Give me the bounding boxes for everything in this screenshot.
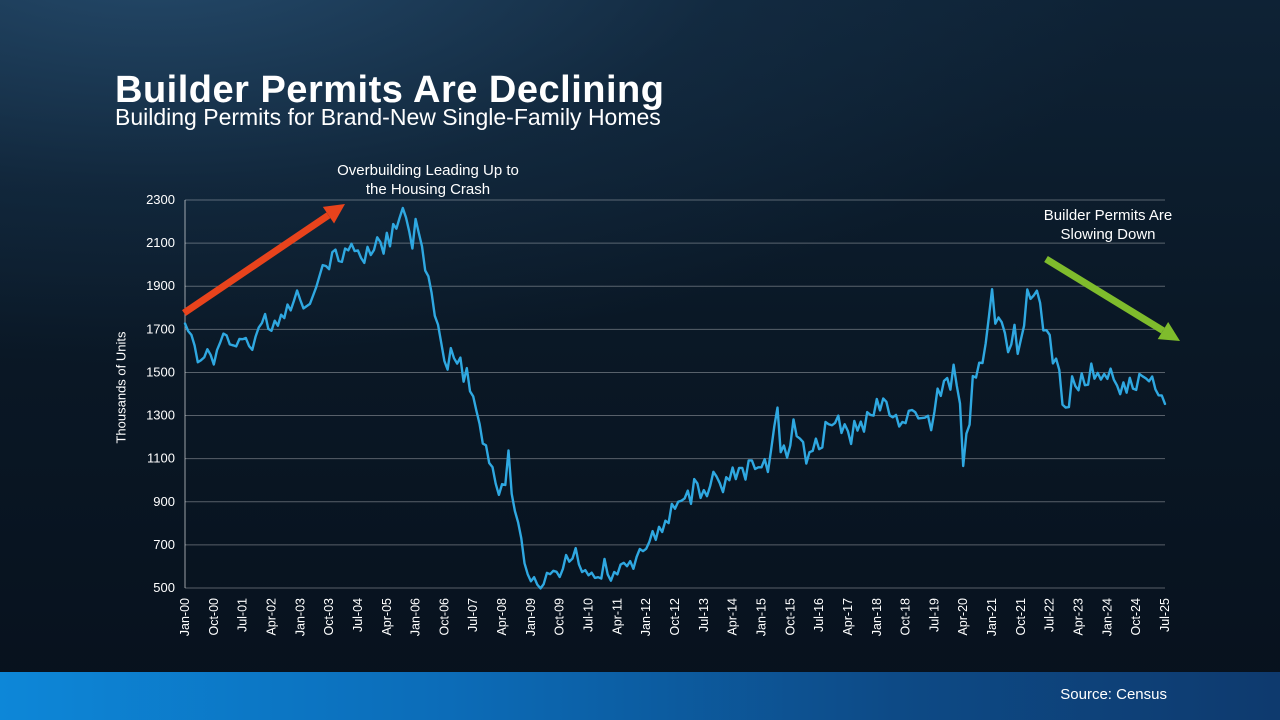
slowing-arrow-icon — [1044, 256, 1180, 341]
x-tick-label: Jan-09 — [524, 598, 538, 636]
x-tick-label: Jul-07 — [466, 598, 480, 632]
y-tick-label: 700 — [153, 537, 175, 552]
annotation-overbuilding: Overbuilding Leading Up to the Housing C… — [337, 161, 519, 199]
overbuilding-arrow-icon — [182, 204, 345, 316]
y-tick-labels: 500 700 900 1100 1300 1500 1700 1900 2100 2300 — [146, 192, 175, 595]
y-tick-label: 500 — [153, 580, 175, 595]
x-tick-label: Jan-12 — [639, 598, 653, 636]
x-tick-label: Oct-03 — [322, 598, 336, 636]
x-tick-label: Apr-20 — [956, 598, 970, 636]
x-tick-label: Oct-09 — [553, 598, 567, 636]
x-tick-label: Oct-06 — [437, 598, 451, 636]
x-tick-label: Jul-04 — [351, 598, 365, 632]
x-tick-label: Jul-10 — [582, 598, 596, 632]
x-tick-label: Jan-24 — [1100, 598, 1114, 636]
x-tick-label: Jul-16 — [812, 598, 826, 632]
x-tick-label: Jul-19 — [927, 598, 941, 632]
x-tick-label: Jan-15 — [754, 598, 768, 636]
x-tick-label: Jan-06 — [409, 598, 423, 636]
permits-line-chart: 500 700 900 1100 1300 1500 1700 1900 2100 2300 Jan… — [146, 192, 1180, 636]
chart-area: 500 700 900 1100 1300 1500 1700 1900 2100 2300 Jan… — [0, 150, 1280, 670]
y-tick-label: 1900 — [146, 278, 175, 293]
annotation-overbuilding-line1: Overbuilding Leading Up to — [337, 162, 519, 179]
x-tick-label: Jul-22 — [1043, 598, 1057, 632]
x-tick-label: Apr-11 — [610, 598, 624, 635]
x-tick-label: Jul-13 — [697, 598, 711, 632]
x-tick-label: Apr-23 — [1072, 598, 1086, 636]
annotation-slowing-line1: Builder Permits Are — [1043, 207, 1173, 224]
x-tick-label: Oct-12 — [668, 598, 682, 636]
annotation-slowing-down: Builder Permits Are Slowing Down — [1044, 206, 1172, 244]
x-tick-label: Jan-00 — [178, 598, 192, 636]
page-subtitle: Building Permits for Brand-New Single-Fa… — [115, 104, 661, 130]
x-tick-label: Oct-21 — [1014, 598, 1028, 636]
y-tick-label: 1500 — [146, 364, 175, 379]
x-tick-label: Oct-00 — [207, 598, 221, 636]
x-tick-label: Jan-21 — [985, 598, 999, 636]
x-tick-label: Apr-05 — [380, 598, 394, 636]
x-tick-label: Apr-02 — [264, 598, 278, 636]
page-title: Builder Permits Are Declining — [115, 69, 665, 112]
annotation-slowing-line2: Slowing Down — [1060, 226, 1156, 243]
y-tick-label: 2100 — [146, 235, 175, 250]
y-tick-label: 2300 — [146, 192, 175, 207]
footer-bar: Source: Census — [0, 672, 1280, 720]
y-tick-label: 1300 — [146, 408, 175, 423]
x-tick-label: Apr-08 — [495, 598, 509, 636]
x-tick-label: Oct-18 — [899, 598, 913, 636]
x-tick-label: Oct-15 — [783, 598, 797, 636]
annotation-overbuilding-line2: the Housing Crash — [365, 181, 491, 198]
source-text: Source: Census — [1060, 686, 1167, 703]
x-tick-label: Jul-25 — [1158, 598, 1172, 632]
x-tick-label: Jan-18 — [870, 598, 884, 636]
x-tick-label: Jul-01 — [236, 598, 250, 632]
x-tick-label: Apr-14 — [726, 598, 740, 636]
series-line — [183, 206, 1167, 590]
x-tick-label: Jan-03 — [293, 598, 307, 636]
x-tick-label: Oct-24 — [1129, 598, 1143, 636]
gridlines — [185, 199, 1165, 589]
y-tick-label: 1100 — [147, 451, 175, 466]
y-tick-label: 900 — [153, 494, 175, 509]
y-tick-label: 1700 — [146, 321, 175, 336]
x-tick-label: Apr-17 — [841, 598, 855, 636]
x-tick-labels: Jan-00 Oct-00 Jul-01 Apr-02 Jan-03 Oct-03 Jul-… — [178, 598, 1172, 636]
